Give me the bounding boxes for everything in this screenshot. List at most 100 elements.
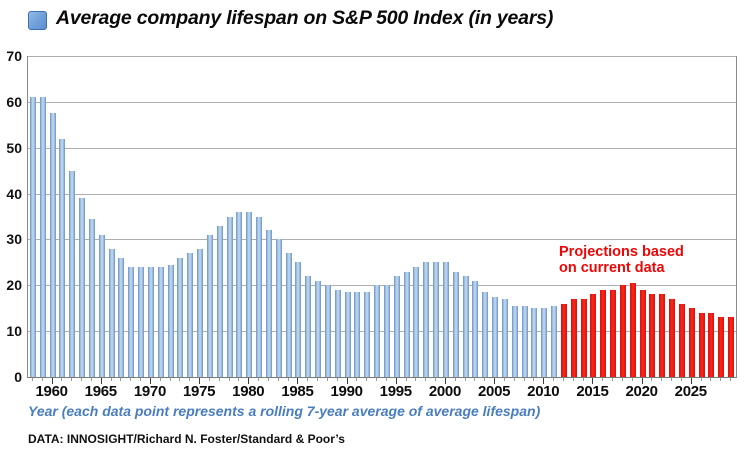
x-tick-label-2020: 2020 [625, 383, 658, 400]
bar-1987 [315, 280, 322, 377]
bar-1993 [374, 285, 381, 377]
x-tick-1991 [356, 378, 358, 381]
x-tick-1966 [110, 378, 112, 381]
x-tick-1967 [120, 378, 122, 381]
x-tick-1962 [71, 378, 73, 381]
x-tick-2026 [700, 378, 702, 381]
y-tick-label-20: 20 [6, 277, 22, 294]
x-tick-2020 [641, 378, 643, 384]
x-tick-label-1980: 1980 [232, 383, 265, 400]
x-tick-1959 [41, 378, 43, 381]
x-tick-1971 [159, 378, 161, 381]
x-tick-2002 [464, 378, 466, 381]
x-tick-1969 [140, 378, 142, 381]
bar-1999 [433, 262, 440, 377]
bar-1992 [364, 292, 371, 377]
x-tick-label-2005: 2005 [477, 383, 511, 400]
x-tick-1972 [169, 378, 171, 381]
x-tick-1985 [297, 378, 299, 384]
x-tick-2009 [533, 378, 535, 381]
bar-1981 [256, 216, 263, 377]
x-tick-1990 [346, 378, 348, 384]
x-tick-label-1995: 1995 [379, 383, 412, 400]
bar-2004 [482, 292, 489, 377]
x-tick-2021 [651, 378, 653, 381]
x-tick-2012 [562, 378, 564, 381]
legend-swatch-icon [28, 11, 47, 30]
x-axis-caption: Year (each data point represents a rolli… [28, 403, 541, 419]
bar-1960 [49, 113, 56, 377]
x-tick-1989 [336, 378, 338, 381]
bar-1990 [344, 292, 351, 377]
x-tick-label-1965: 1965 [84, 383, 117, 400]
projection-annotation-line1: Projections based [559, 244, 684, 260]
bar-1997 [413, 266, 420, 377]
bar-2019 [629, 283, 636, 377]
bar-2024 [678, 303, 685, 377]
x-tick-2006 [503, 378, 505, 381]
x-tick-1979 [238, 378, 240, 381]
x-tick-2016 [602, 378, 604, 381]
projection-annotation: Projections based on current data [559, 244, 684, 276]
bar-1989 [334, 289, 341, 377]
x-tick-2029 [730, 378, 732, 381]
x-tick-1992 [366, 378, 368, 381]
bar-1968 [128, 266, 135, 377]
x-tick-2023 [671, 378, 673, 381]
bar-2026 [698, 312, 705, 377]
bar-1963 [79, 198, 86, 377]
bar-2007 [511, 305, 518, 377]
x-tick-2008 [523, 378, 525, 381]
bar-2022 [659, 294, 666, 377]
y-tick-label-50: 50 [6, 139, 22, 156]
chart-header: Average company lifespan on S&P 500 Inde… [28, 7, 553, 30]
x-tick-2013 [572, 378, 574, 381]
x-tick-label-1990: 1990 [330, 383, 363, 400]
x-tick-1995 [395, 378, 397, 384]
bar-1967 [118, 257, 125, 377]
bar-1976 [206, 234, 213, 377]
bar-2029 [728, 317, 735, 377]
x-tick-2018 [621, 378, 623, 381]
x-tick-1997 [415, 378, 417, 381]
gridline-60 [28, 101, 736, 103]
x-tick-1994 [385, 378, 387, 381]
x-tick-2010 [543, 378, 545, 384]
bar-2009 [531, 308, 538, 377]
bar-2013 [570, 299, 577, 377]
x-tick-1982 [267, 378, 269, 381]
bar-1984 [285, 253, 292, 377]
x-tick-1963 [81, 378, 83, 381]
x-tick-1980 [248, 378, 250, 384]
bar-2020 [639, 289, 646, 377]
bar-1980 [246, 211, 253, 377]
bar-1959 [39, 97, 46, 377]
bar-2006 [501, 299, 508, 377]
bar-1979 [236, 211, 243, 377]
x-tick-2022 [661, 378, 663, 381]
x-tick-1987 [317, 378, 319, 381]
bar-2023 [669, 299, 676, 377]
bar-1962 [69, 170, 76, 377]
x-tick-1993 [376, 378, 378, 381]
x-tick-1988 [326, 378, 328, 381]
data-source: DATA: INNOSIGHT/Richard N. Foster/Standa… [28, 432, 345, 446]
x-axis-ticks [27, 378, 735, 386]
bar-1971 [157, 266, 164, 377]
x-tick-1960 [51, 378, 53, 384]
gridline-70 [28, 56, 736, 57]
bar-2014 [580, 299, 587, 377]
bar-2021 [649, 294, 656, 377]
bar-2028 [718, 317, 725, 377]
bar-1988 [324, 285, 331, 377]
gridline-20 [28, 285, 736, 287]
bar-1965 [98, 234, 105, 377]
y-tick-label-0: 0 [14, 369, 22, 385]
x-tick-1961 [61, 378, 63, 381]
y-tick-label-30: 30 [6, 231, 22, 248]
bar-2003 [472, 280, 479, 377]
x-tick-label-2000: 2000 [428, 383, 461, 400]
x-tick-2028 [720, 378, 722, 381]
bar-1983 [275, 239, 282, 377]
